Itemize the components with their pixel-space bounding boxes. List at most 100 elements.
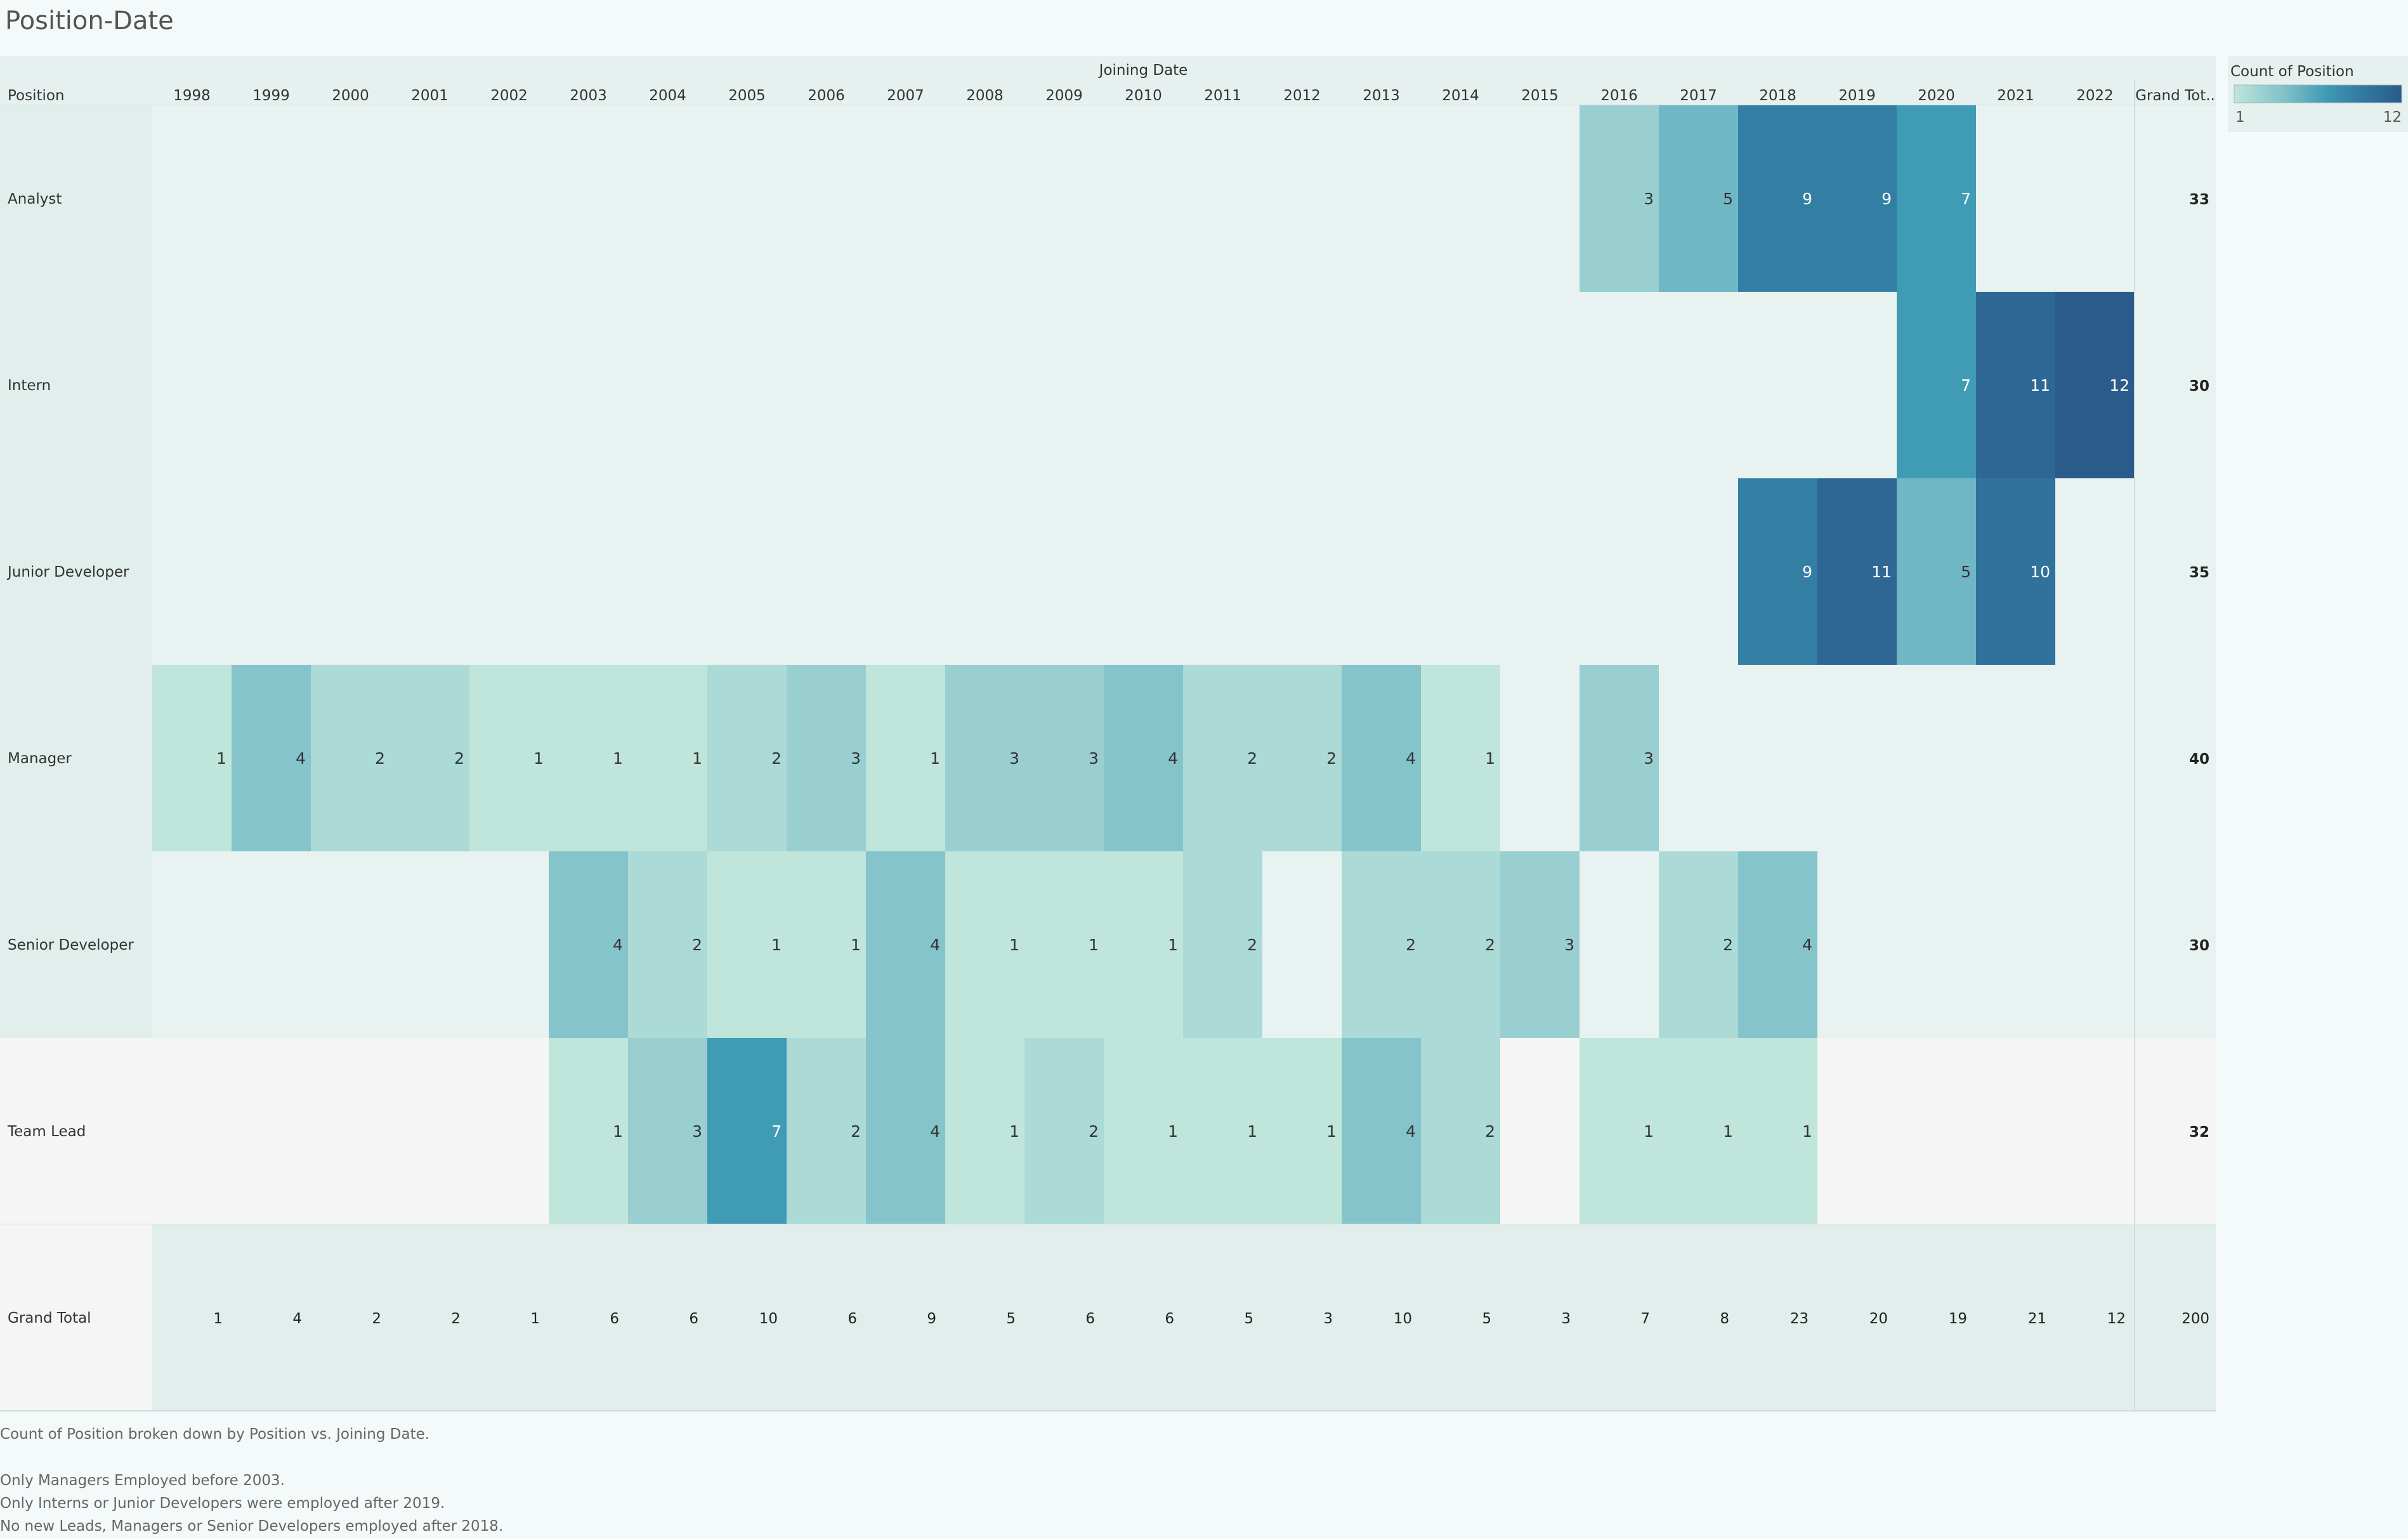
row-total-label: 40 <box>2189 751 2209 768</box>
grand-total-label-cell <box>0 1224 152 1411</box>
data-label: 4 <box>930 1122 940 1141</box>
y-tick-label: Junior Developer <box>6 564 129 580</box>
grand-total-row-label: Grand Total <box>8 1310 91 1326</box>
data-label: 5 <box>1961 563 1971 581</box>
heatmap-cell <box>945 665 1024 851</box>
row-header: Position <box>8 88 65 104</box>
column-total-label: 6 <box>689 1311 698 1327</box>
data-label: 2 <box>1723 936 1733 954</box>
x-tick-label: 2002 <box>490 88 528 104</box>
column-total-label: 19 <box>1949 1311 1967 1327</box>
data-label: 3 <box>1564 936 1574 954</box>
data-label: 10 <box>2030 563 2050 581</box>
data-label: 1 <box>533 749 544 768</box>
heatmap-cell <box>628 665 707 851</box>
x-tick-label: 2012 <box>1283 88 1321 104</box>
x-tick-label: 2011 <box>1204 88 1241 104</box>
x-tick-label: 2018 <box>1759 88 1796 104</box>
row-band <box>152 292 2135 478</box>
data-label: 4 <box>1802 936 1812 954</box>
heatmap-cell <box>1817 478 1897 665</box>
data-label: 5 <box>1723 190 1733 208</box>
data-label: 1 <box>613 749 623 768</box>
heatmap-cell <box>549 851 628 1038</box>
heatmap-cell <box>945 1038 1024 1224</box>
footer-note: No new Leads, Managers or Senior Develop… <box>0 1518 504 1535</box>
y-tick-label: Analyst <box>8 191 62 207</box>
heatmap-cell <box>2055 292 2135 478</box>
row-label-cell <box>0 292 152 478</box>
x-tick-label: 2007 <box>887 88 924 104</box>
column-total-label: 3 <box>1561 1311 1571 1327</box>
data-label: 3 <box>1644 749 1654 768</box>
footer-note: Only Interns or Junior Developers were e… <box>0 1495 445 1512</box>
row-total-cell <box>2135 1038 2216 1224</box>
column-total-label: 1 <box>213 1311 223 1327</box>
heatmap-cell <box>1342 1038 1421 1224</box>
heatmap-cell <box>866 1038 945 1224</box>
heatmap-cell <box>1738 851 1817 1038</box>
data-label: 4 <box>296 749 306 768</box>
heatmap-cell <box>787 665 866 851</box>
heatmap-cell <box>1897 105 1976 292</box>
data-label: 1 <box>771 936 782 954</box>
data-label: 9 <box>1802 190 1812 208</box>
row-total-cell <box>2135 105 2216 292</box>
heatmap-cell <box>1738 105 1817 292</box>
data-label: 2 <box>1247 936 1257 954</box>
x-tick-label: 2013 <box>1363 88 1400 104</box>
heatmap-cell <box>1580 1038 1659 1224</box>
row-label-cell <box>0 665 152 851</box>
heatmap-cell <box>866 851 945 1038</box>
row-total-cell <box>2135 292 2216 478</box>
heatmap-cell <box>1897 478 1976 665</box>
x-tick-label: 1999 <box>252 88 290 104</box>
data-label: 2 <box>692 936 702 954</box>
row-label-cell <box>0 851 152 1038</box>
data-label: 11 <box>2030 376 2050 395</box>
x-tick-label: 2004 <box>649 88 686 104</box>
data-label: 2 <box>1247 749 1257 768</box>
grand-total-value: 200 <box>2182 1311 2209 1327</box>
row-total-cell <box>2135 851 2216 1038</box>
column-total-label: 10 <box>1394 1311 1412 1327</box>
column-total-label: 23 <box>1790 1311 1809 1327</box>
heatmap-cell <box>152 665 232 851</box>
y-tick-label: Team Lead <box>7 1123 86 1140</box>
heatmap-cell <box>390 665 469 851</box>
column-total-label: 7 <box>1640 1311 1650 1327</box>
data-label: 3 <box>1644 190 1654 208</box>
x-tick-label: 2008 <box>966 88 1004 104</box>
data-label: 4 <box>1168 749 1178 768</box>
data-label: 1 <box>1326 1122 1337 1141</box>
grand-total-header: Grand Tot.. <box>2135 88 2215 104</box>
column-total-label: 3 <box>1323 1311 1333 1327</box>
x-tick-label: 2000 <box>332 88 369 104</box>
data-label: 1 <box>1485 749 1495 768</box>
column-total-label: 6 <box>1085 1311 1095 1327</box>
data-label: 2 <box>375 749 385 768</box>
heatmap-cell <box>1976 478 2055 665</box>
footer-caption: Count of Position broken down by Positio… <box>0 1426 430 1443</box>
row-total-label: 30 <box>2189 938 2209 954</box>
y-tick-label: Senior Developer <box>8 937 134 953</box>
column-total-label: 20 <box>1869 1311 1888 1327</box>
data-label: 7 <box>771 1122 782 1141</box>
x-tick-label: 2021 <box>1997 88 2034 104</box>
heatmap-cell <box>1500 851 1580 1038</box>
data-label: 1 <box>1802 1122 1812 1141</box>
data-label: 2 <box>1485 936 1495 954</box>
x-tick-label: 2001 <box>411 88 448 104</box>
heatmap-cell <box>707 851 787 1038</box>
data-label: 4 <box>613 936 623 954</box>
grand-total-band <box>152 1224 2216 1411</box>
heatmap-cell <box>628 851 707 1038</box>
column-total-label: 5 <box>1006 1311 1016 1327</box>
data-label: 1 <box>930 749 940 768</box>
data-label: 4 <box>930 936 940 954</box>
heatmap-cell <box>1817 105 1897 292</box>
heatmap-cell <box>1659 1038 1738 1224</box>
heatmap-cell <box>1024 851 1104 1038</box>
heatmap-cell <box>1580 665 1659 851</box>
